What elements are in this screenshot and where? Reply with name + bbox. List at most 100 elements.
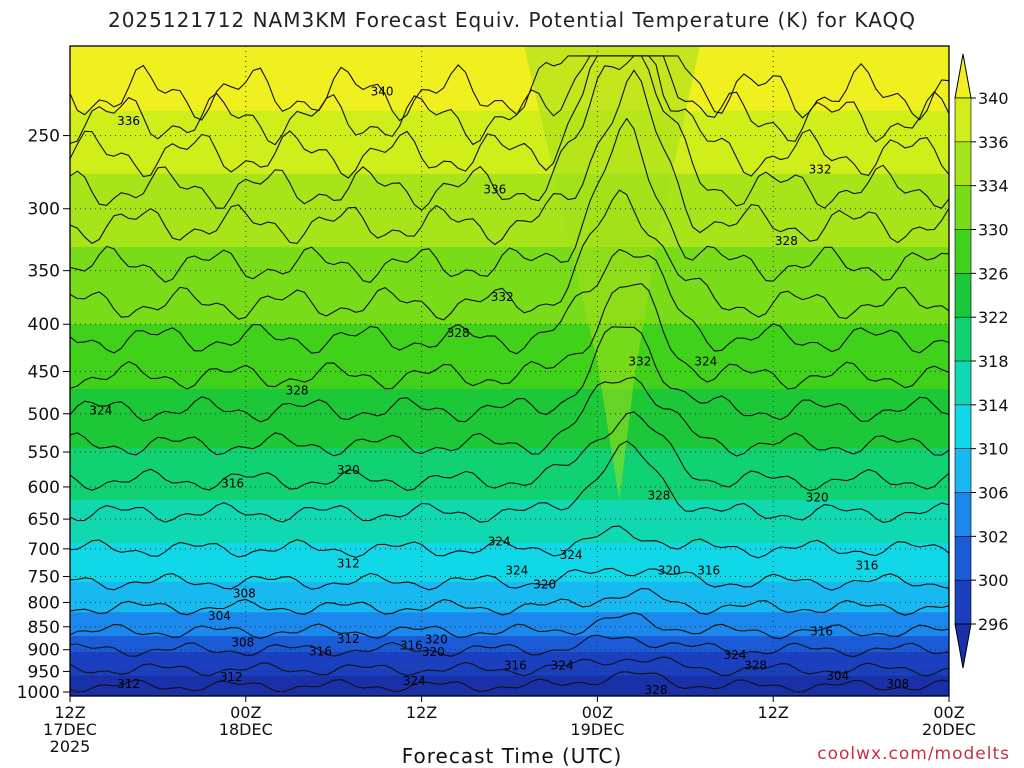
y-tick-label: 350: [28, 262, 60, 282]
contour-label: 316: [400, 639, 423, 653]
contour-label: 328: [645, 683, 668, 697]
contour-line: [70, 656, 949, 677]
colorbar-swatch: [954, 536, 972, 581]
y-tick-label: 500: [28, 405, 60, 425]
field-band: [70, 675, 949, 696]
y-tick-label: 450: [28, 362, 60, 382]
contour-label: 324: [403, 674, 426, 688]
contour-label: 324: [551, 658, 574, 672]
contour-label: 328: [647, 489, 670, 503]
contour-label: 332: [491, 290, 514, 304]
contour-line: [70, 117, 949, 284]
contour-label: 324: [560, 548, 583, 562]
x-tick-label: 12Z: [406, 703, 437, 722]
contour-label: 320: [422, 645, 445, 659]
contour-line: [70, 567, 949, 591]
colorbar-bottom-arrow: [954, 623, 972, 669]
colorbar-swatch: [954, 316, 972, 362]
contour-label: 316: [810, 624, 833, 638]
credit-text: coolwx.com/modelts: [817, 744, 1010, 764]
x-tick-label: 12Z: [54, 703, 85, 722]
colorbar-swatch: [954, 141, 972, 187]
y-tick-label: 850: [28, 618, 60, 638]
contour-label: 332: [628, 355, 651, 369]
colorbar-label: 326: [978, 264, 1009, 283]
y-tick-label: 750: [28, 568, 60, 588]
contour-line: [70, 525, 949, 559]
contour-label: 320: [337, 463, 360, 477]
colorbar-label: 310: [978, 440, 1009, 459]
colorbar-label: 306: [978, 484, 1009, 503]
contour-label: 328: [775, 234, 798, 248]
x-tick-label: 00Z: [582, 703, 613, 722]
colorbar-label: 340: [978, 89, 1009, 108]
contour-label: 320: [658, 564, 681, 578]
colorbar-swatch: [954, 448, 972, 494]
contour-label: 304: [826, 669, 849, 683]
x-tick-label: 2025: [50, 737, 91, 756]
field-band: [70, 324, 949, 390]
contour-line: [70, 55, 949, 211]
colorbar-label: 330: [978, 221, 1009, 240]
contour-label: 320: [806, 491, 829, 505]
colorbar-swatch: [954, 229, 972, 275]
contour-line: [70, 326, 949, 423]
contour-label: 324: [89, 404, 112, 418]
y-tick-label: 900: [28, 641, 60, 661]
contour-label: 328: [447, 326, 470, 340]
contour-label: 336: [483, 183, 506, 197]
field-band: [70, 543, 949, 583]
contour-line: [70, 411, 949, 492]
field-band: [70, 110, 949, 175]
contour-line: [70, 376, 949, 457]
contour-label: 332: [809, 162, 832, 176]
contour-line: [70, 69, 949, 246]
contour-line: [70, 189, 949, 321]
contour-label: 304: [208, 609, 231, 623]
contour-line: [70, 440, 949, 523]
colorbar-label: 336: [978, 133, 1009, 152]
y-tick-label: 650: [28, 510, 60, 530]
contour-label: 312: [220, 670, 243, 684]
contour-label: 308: [233, 586, 256, 600]
field-band: [70, 388, 949, 450]
contour-label: 320: [533, 577, 556, 591]
contour-line: [70, 587, 949, 616]
colorbar-swatch: [954, 97, 972, 143]
contour-label: 312: [337, 556, 360, 570]
colorbar-swatch: [954, 404, 972, 450]
contour-label: 324: [724, 648, 747, 662]
colorbar-swatch: [954, 492, 972, 538]
x-axis-label: Forecast Time (UTC): [401, 744, 623, 768]
field-band: [70, 46, 949, 112]
y-tick-label: 1000: [17, 683, 60, 703]
x-tick-label: 12Z: [758, 703, 789, 722]
y-tick-label: 600: [28, 478, 60, 498]
contour-line: [70, 671, 949, 693]
chart-title: 2025121712 NAM3KM Forecast Equiv. Potent…: [107, 8, 917, 32]
field-band: [70, 247, 949, 326]
contour-label: 328: [744, 658, 767, 672]
contour-line: [70, 55, 949, 179]
contour-label: 316: [309, 644, 332, 658]
x-tick-label: 00Z: [230, 703, 261, 722]
colorbar-label: 334: [978, 177, 1009, 196]
x-tick-label: 17DEC: [43, 720, 97, 739]
colorbar-label: 314: [978, 396, 1009, 415]
y-tick-label: 300: [28, 200, 60, 220]
contour-label: 324: [694, 355, 717, 369]
y-tick-label: 400: [28, 315, 60, 335]
contour-label: 316: [856, 559, 879, 573]
contour-line: [70, 283, 949, 390]
dry-slot-region: [524, 46, 700, 501]
contour-label: 312: [117, 677, 140, 691]
contour-label: 328: [286, 384, 309, 398]
field-band: [70, 612, 949, 638]
x-tick-label: 18DEC: [219, 720, 273, 739]
contour-label: 312: [337, 632, 360, 646]
field-band: [70, 448, 949, 502]
y-tick-label: 700: [28, 540, 60, 560]
contour-line: [70, 612, 949, 640]
y-tick-label: 250: [28, 127, 60, 147]
